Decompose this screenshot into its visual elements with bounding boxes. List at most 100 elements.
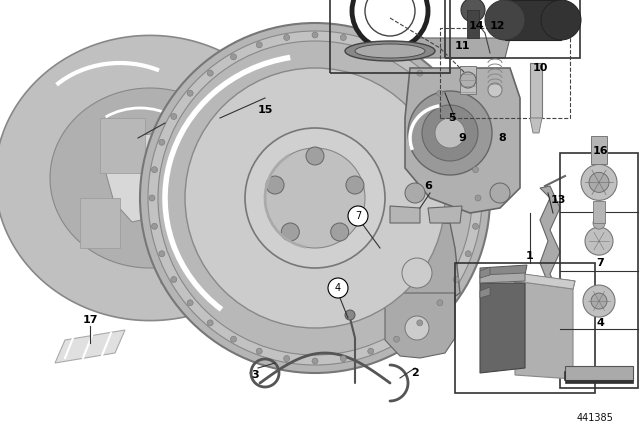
Polygon shape [410,38,510,58]
Circle shape [453,113,459,120]
Text: 4: 4 [335,283,341,293]
Polygon shape [100,118,145,173]
Text: 10: 10 [532,63,548,73]
Polygon shape [480,283,525,373]
Circle shape [408,91,492,175]
Polygon shape [200,188,290,268]
Circle shape [187,90,193,96]
Circle shape [207,320,213,326]
Bar [591,136,607,164]
Circle shape [149,195,155,201]
Text: 13: 13 [550,195,566,205]
Circle shape [593,217,605,229]
Ellipse shape [345,41,435,61]
Circle shape [328,278,348,298]
Circle shape [312,358,318,364]
Circle shape [472,167,479,172]
Text: 7: 7 [596,258,604,268]
Circle shape [581,164,617,200]
Circle shape [312,32,318,38]
Bar [593,201,605,223]
Bar [560,153,638,388]
Circle shape [589,172,609,192]
Polygon shape [160,248,210,283]
Bar [530,63,542,118]
Bar [460,66,476,94]
Polygon shape [375,223,460,313]
Text: 5: 5 [448,113,456,123]
Circle shape [437,90,443,96]
Circle shape [346,176,364,194]
Polygon shape [480,287,490,298]
Circle shape [331,223,349,241]
Circle shape [472,223,479,229]
Circle shape [368,42,374,48]
Circle shape [465,139,471,145]
Circle shape [340,34,346,40]
Polygon shape [540,186,560,316]
Circle shape [417,70,423,76]
Circle shape [394,54,399,60]
Polygon shape [480,265,527,283]
Circle shape [266,176,284,194]
Circle shape [340,356,346,362]
Circle shape [284,356,290,362]
Circle shape [282,223,300,241]
Circle shape [158,41,472,355]
Circle shape [185,68,445,328]
Circle shape [461,0,485,22]
Polygon shape [385,293,455,358]
Bar [445,0,580,58]
Text: 15: 15 [257,105,273,115]
Circle shape [417,320,423,326]
Circle shape [348,206,368,226]
Circle shape [245,128,385,268]
Circle shape [453,276,459,283]
Bar [455,263,595,393]
Text: 12: 12 [489,21,505,31]
Circle shape [490,183,510,203]
Circle shape [591,293,607,309]
Text: 6: 6 [424,181,432,191]
Circle shape [405,183,425,203]
Polygon shape [565,366,633,380]
Circle shape [437,300,443,306]
Circle shape [352,0,428,49]
Circle shape [306,147,324,165]
Circle shape [585,227,613,255]
Text: 1: 1 [526,251,534,261]
Polygon shape [510,273,575,289]
Polygon shape [428,206,462,223]
Text: 17: 17 [83,315,98,325]
Bar [505,0,561,40]
Polygon shape [55,330,125,363]
Circle shape [159,251,165,257]
Circle shape [187,300,193,306]
Polygon shape [0,35,305,321]
Polygon shape [565,380,633,383]
Polygon shape [515,281,573,379]
Polygon shape [480,267,490,278]
Text: 441385: 441385 [577,413,613,423]
Circle shape [485,0,525,40]
Bar [440,28,570,118]
Text: 16: 16 [592,146,608,156]
Polygon shape [390,206,420,223]
Polygon shape [480,273,525,283]
Polygon shape [50,88,250,268]
Text: 2: 2 [411,368,419,378]
Ellipse shape [355,44,425,58]
Circle shape [402,258,432,288]
Circle shape [159,139,165,145]
Circle shape [460,72,476,88]
Circle shape [152,223,157,229]
Circle shape [475,195,481,201]
Circle shape [256,348,262,354]
Circle shape [345,310,355,320]
Circle shape [230,54,237,60]
Circle shape [171,276,177,283]
Circle shape [207,70,213,76]
Circle shape [140,23,490,373]
Text: 7: 7 [355,211,361,221]
Circle shape [541,0,581,40]
